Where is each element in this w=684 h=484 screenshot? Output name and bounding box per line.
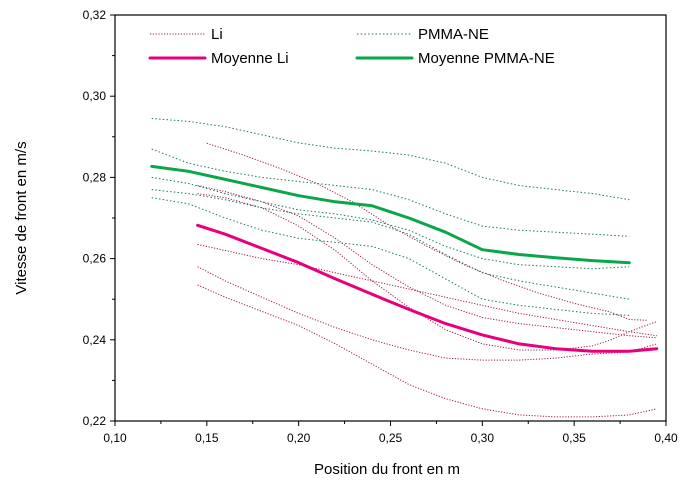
y-tick-label: 0,22 [83, 414, 107, 428]
series-line-li [197, 266, 657, 361]
plot-area [114, 14, 667, 422]
y-tick-label: 0,24 [83, 333, 107, 347]
series-line-moyenne-li [196, 223, 659, 353]
series-layer [150, 118, 659, 418]
x-tick-label: 0,40 [654, 431, 678, 445]
y-tick-label: 0,28 [83, 170, 107, 184]
series-line-pmma [151, 118, 630, 201]
x-tick-label: 0,15 [195, 431, 219, 445]
series-line-li [197, 284, 657, 418]
series-line-pmma [151, 189, 630, 300]
legend-label-li: Li [211, 26, 223, 43]
x-tick-label: 0,30 [471, 431, 495, 445]
y-tick-label: 0,32 [83, 8, 107, 22]
legend-label-moyenne-pmma: Moyenne PMMA-NE [418, 50, 555, 67]
x-tick-label: 0,10 [103, 431, 127, 445]
x-axis-title: Position du front en m [314, 461, 460, 478]
legend-label-moyenne-li: Moyenne Li [211, 50, 289, 67]
plot-border [114, 14, 667, 422]
series-line-pmma [151, 148, 630, 237]
x-tick-label: 0,25 [379, 431, 403, 445]
legend: Li PMMA-NE Moyenne Li Moyenne PMMA-NE [148, 26, 555, 67]
y-tick-label: 0,26 [83, 252, 107, 266]
series-line-li [197, 193, 657, 351]
series-line-li [197, 243, 657, 337]
x-tick-label: 0,20 [287, 431, 311, 445]
series-line-li [206, 142, 648, 321]
series-line-pmma [151, 176, 630, 270]
y-axis-title: Vitesse de front en m/s [13, 141, 30, 294]
series-line-moyenne-pmma [150, 164, 631, 265]
legend-label-pmma: PMMA-NE [418, 26, 489, 43]
x-tick-label: 0,35 [562, 431, 586, 445]
y-tick-label: 0,30 [83, 89, 107, 103]
axis-ticks: 0,10 0,15 0,20 0,25 0,30 0,35 0,40 0,22 0,24 0,26… [83, 8, 678, 445]
series-line-li [197, 185, 657, 339]
